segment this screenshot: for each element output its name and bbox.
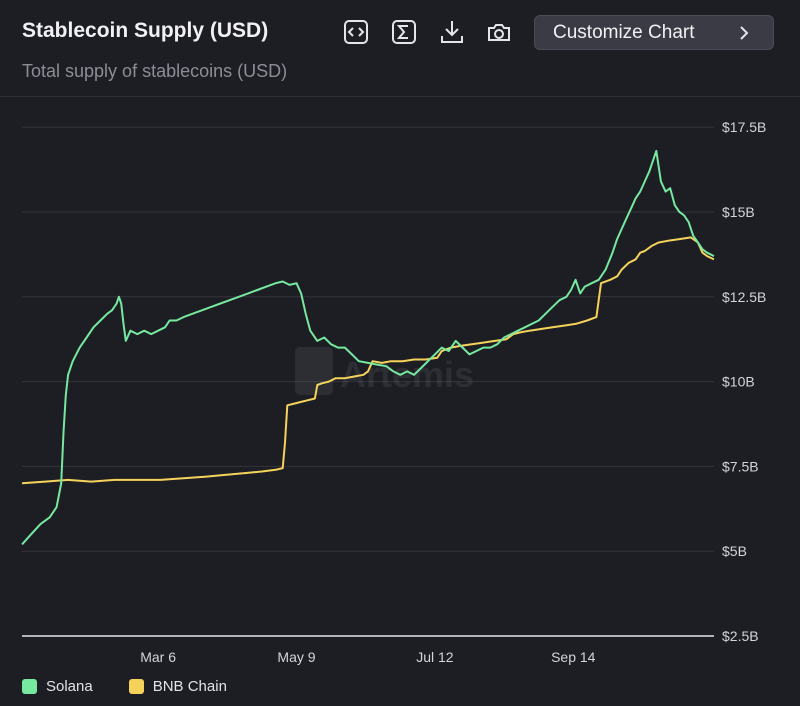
series-lines (21, 149, 715, 546)
customize-chart-button[interactable]: Customize Chart (534, 15, 774, 50)
chart-title: Stablecoin Supply (USD) (22, 19, 269, 42)
customize-chart-label: Customize Chart (553, 21, 695, 43)
y-tick-label: $10B (722, 374, 755, 390)
grid-lines (22, 126, 714, 552)
y-axis-ticks: $2.5B $5B $7.5B $10B $12.5B $15B $17.5B (722, 119, 766, 644)
y-tick-label: $2.5B (722, 628, 759, 644)
legend-label-solana: Solana (46, 678, 93, 695)
embed-code-button[interactable] (341, 17, 371, 47)
y-tick-label: $5B (722, 543, 747, 559)
sum-button[interactable] (389, 17, 419, 47)
x-axis-ticks: Mar 6 May 9 Jul 12 Sep 14 (140, 649, 595, 665)
artemis-watermark: Artemis (295, 347, 474, 395)
legend-item-solana[interactable]: Solana (22, 678, 93, 695)
chart-legend: Solana BNB Chain (22, 678, 263, 695)
y-tick-label: $12.5B (722, 289, 766, 305)
y-tick-label: $17.5B (722, 119, 766, 135)
download-icon (441, 21, 463, 43)
chevron-right-icon (740, 26, 749, 40)
y-tick-label: $7.5B (722, 458, 759, 474)
camera-icon (488, 24, 510, 41)
series-line-solana[interactable] (21, 149, 715, 546)
artemis-logo-mark (295, 347, 333, 395)
chart-subtitle: Total supply of stablecoins (USD) (22, 61, 288, 81)
x-tick-label: Sep 14 (551, 649, 596, 665)
sum-icon (392, 20, 416, 44)
legend-item-bnb-chain[interactable]: BNB Chain (128, 678, 227, 695)
embed-code-icon (344, 20, 368, 44)
line-chart[interactable]: Artemis $2.5B $5B $7.5B $10B $12.5B $15B $17.5… (0, 100, 800, 668)
legend-label-bnb-chain: BNB Chain (152, 678, 227, 695)
legend-swatch-bnb-chain (128, 679, 144, 694)
y-tick-label: $15B (722, 204, 755, 220)
download-button[interactable] (437, 17, 467, 47)
header-divider (0, 96, 800, 97)
screenshot-button[interactable] (484, 17, 514, 47)
chart-header: Stablecoin Supply (USD) Total supply of … (0, 0, 800, 96)
legend-swatch-solana (22, 679, 37, 694)
x-tick-label: Mar 6 (140, 649, 176, 665)
x-tick-label: Jul 12 (416, 649, 454, 665)
x-tick-label: May 9 (277, 649, 315, 665)
